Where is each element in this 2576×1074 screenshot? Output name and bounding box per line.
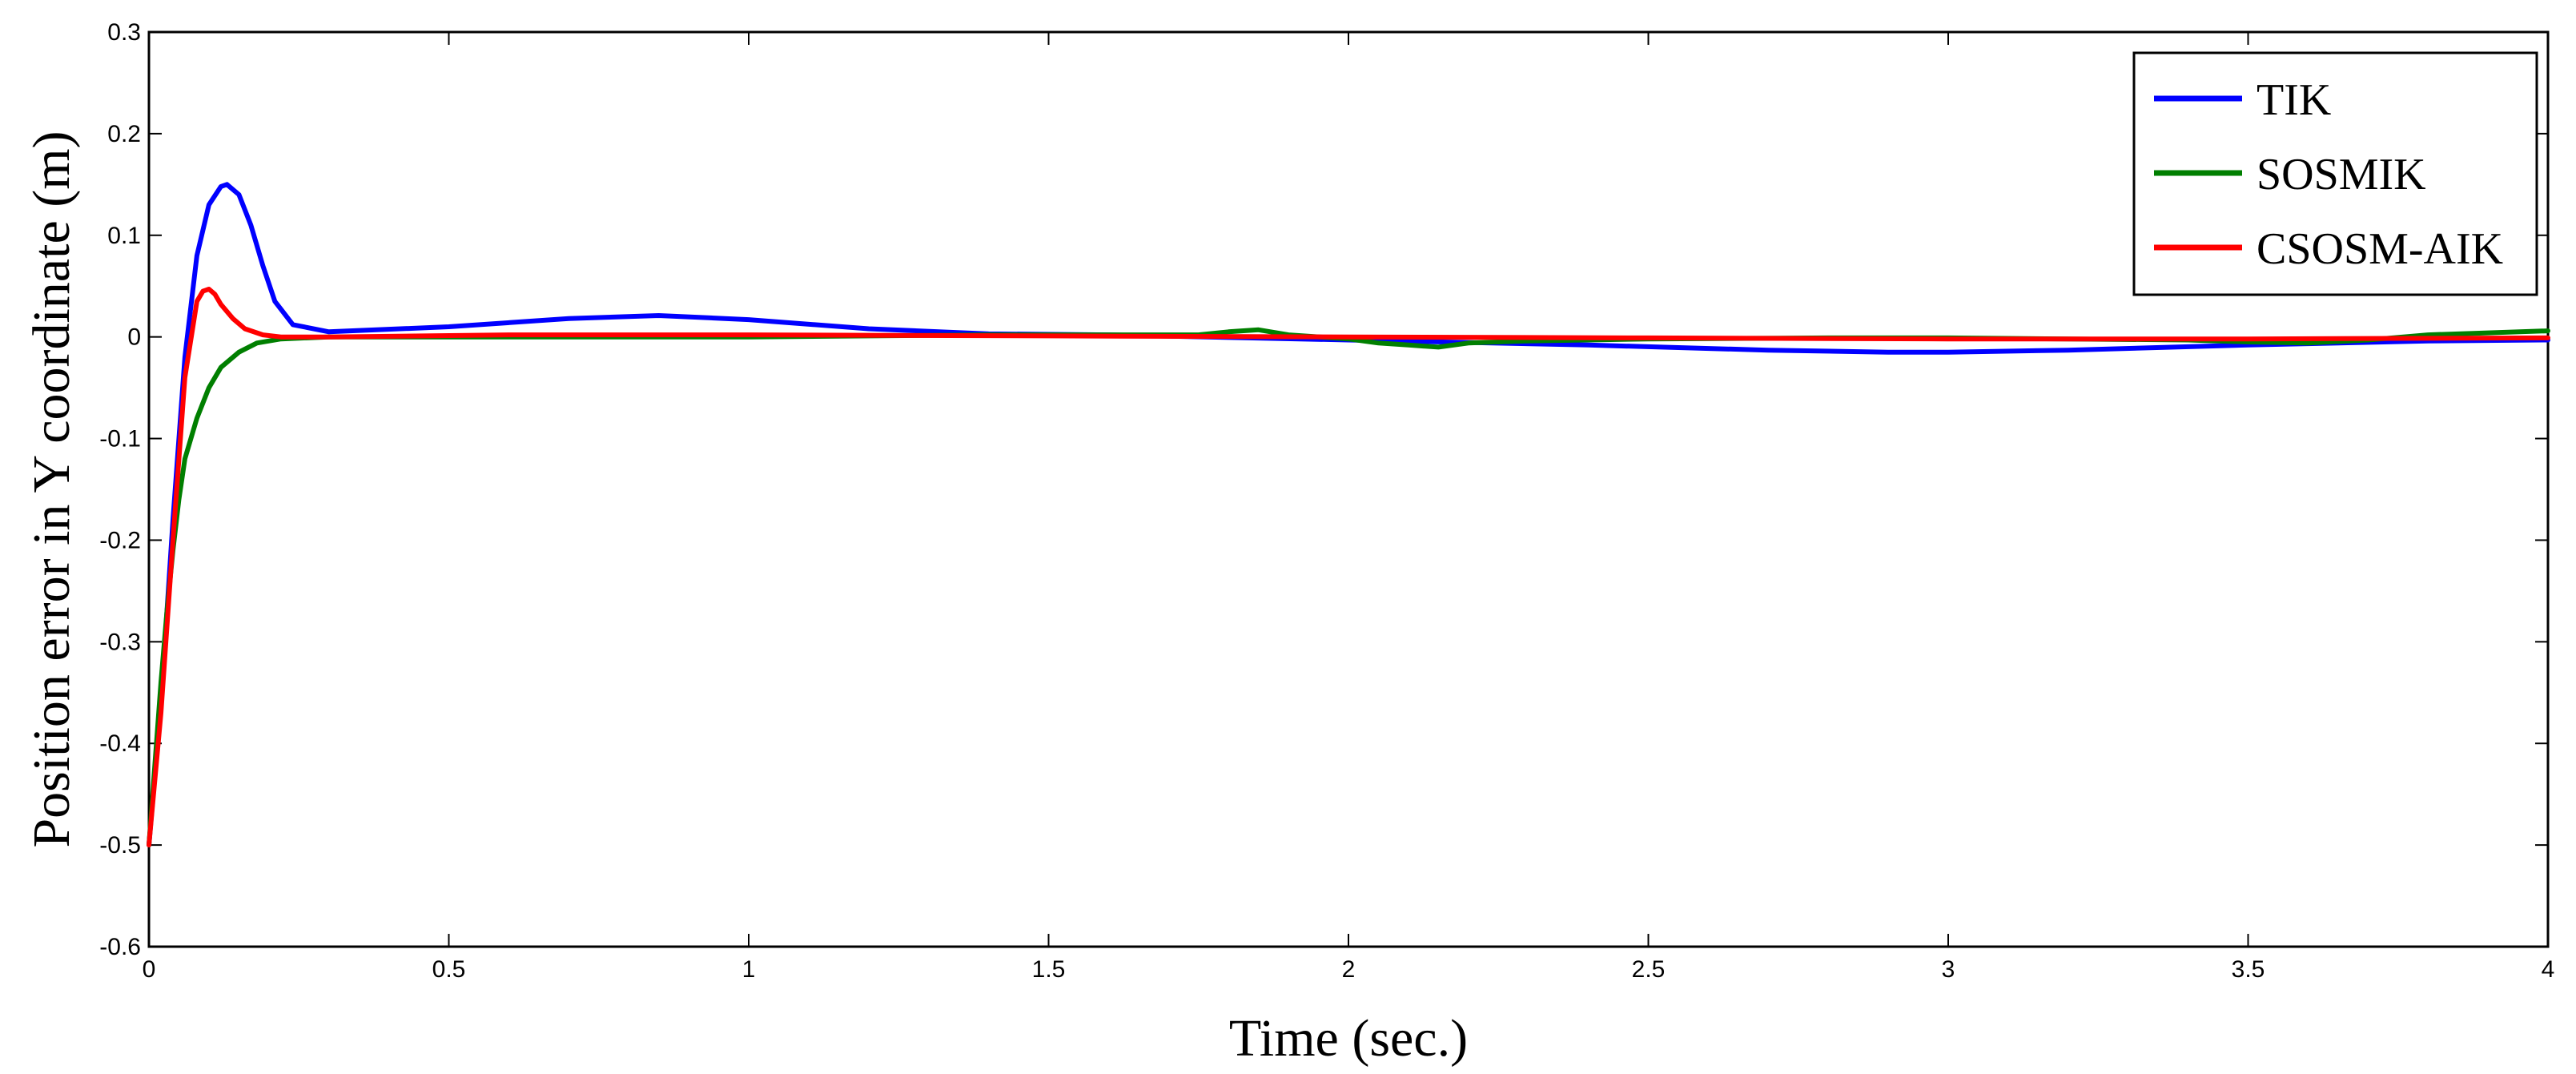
x-tick-label: 4 [2542,956,2555,983]
x-tick-label: 3 [1942,956,1955,983]
x-tick-label: 2 [1342,956,1356,983]
y-tick-label: -0.1 [99,426,141,453]
y-tick-label: 0.1 [107,223,141,249]
y-axis-title: Position error in Y coordinate (m) [22,131,81,847]
y-tick-label: 0.2 [107,121,141,147]
series-lines [147,182,2550,848]
x-axis-ticks: 0 0.5 1 1.5 2 2.5 3 3.5 4 [143,32,2555,983]
x-tick-label: 0 [143,956,156,983]
y-tick-label: 0 [127,324,141,351]
y-tick-label: 0.3 [107,19,141,46]
x-tick-label: 3.5 [2232,956,2265,983]
y-axis-ticks: 0.3 0.2 0.1 0 -0.1 -0.2 -0.3 -0.4 -0.5 -0.6 [99,19,2548,960]
y-tick-label: -0.3 [99,629,141,655]
x-tick-label: 2.5 [1632,956,1666,983]
legend-label-tik: TIK [2257,75,2331,125]
y-tick-label: -0.6 [99,934,141,960]
x-tick-label: 0.5 [432,956,466,983]
x-tick-label: 1 [742,956,756,983]
series-line-csosm-aik [147,287,2550,848]
y-tick-label: -0.2 [99,527,141,553]
x-axis-title: Time (sec.) [1229,1009,1468,1068]
y-tick-label: -0.5 [99,832,141,859]
legend-label-csosm-aik: CSOSM-AIK [2257,224,2503,274]
y-tick-label: -0.4 [99,730,141,757]
legend: TIK SOSMIK CSOSM-AIK [2132,51,2538,296]
legend-label-sosmik: SOSMIK [2257,150,2426,199]
x-tick-label: 1.5 [1032,956,1066,983]
series-line-tik [147,182,2550,848]
